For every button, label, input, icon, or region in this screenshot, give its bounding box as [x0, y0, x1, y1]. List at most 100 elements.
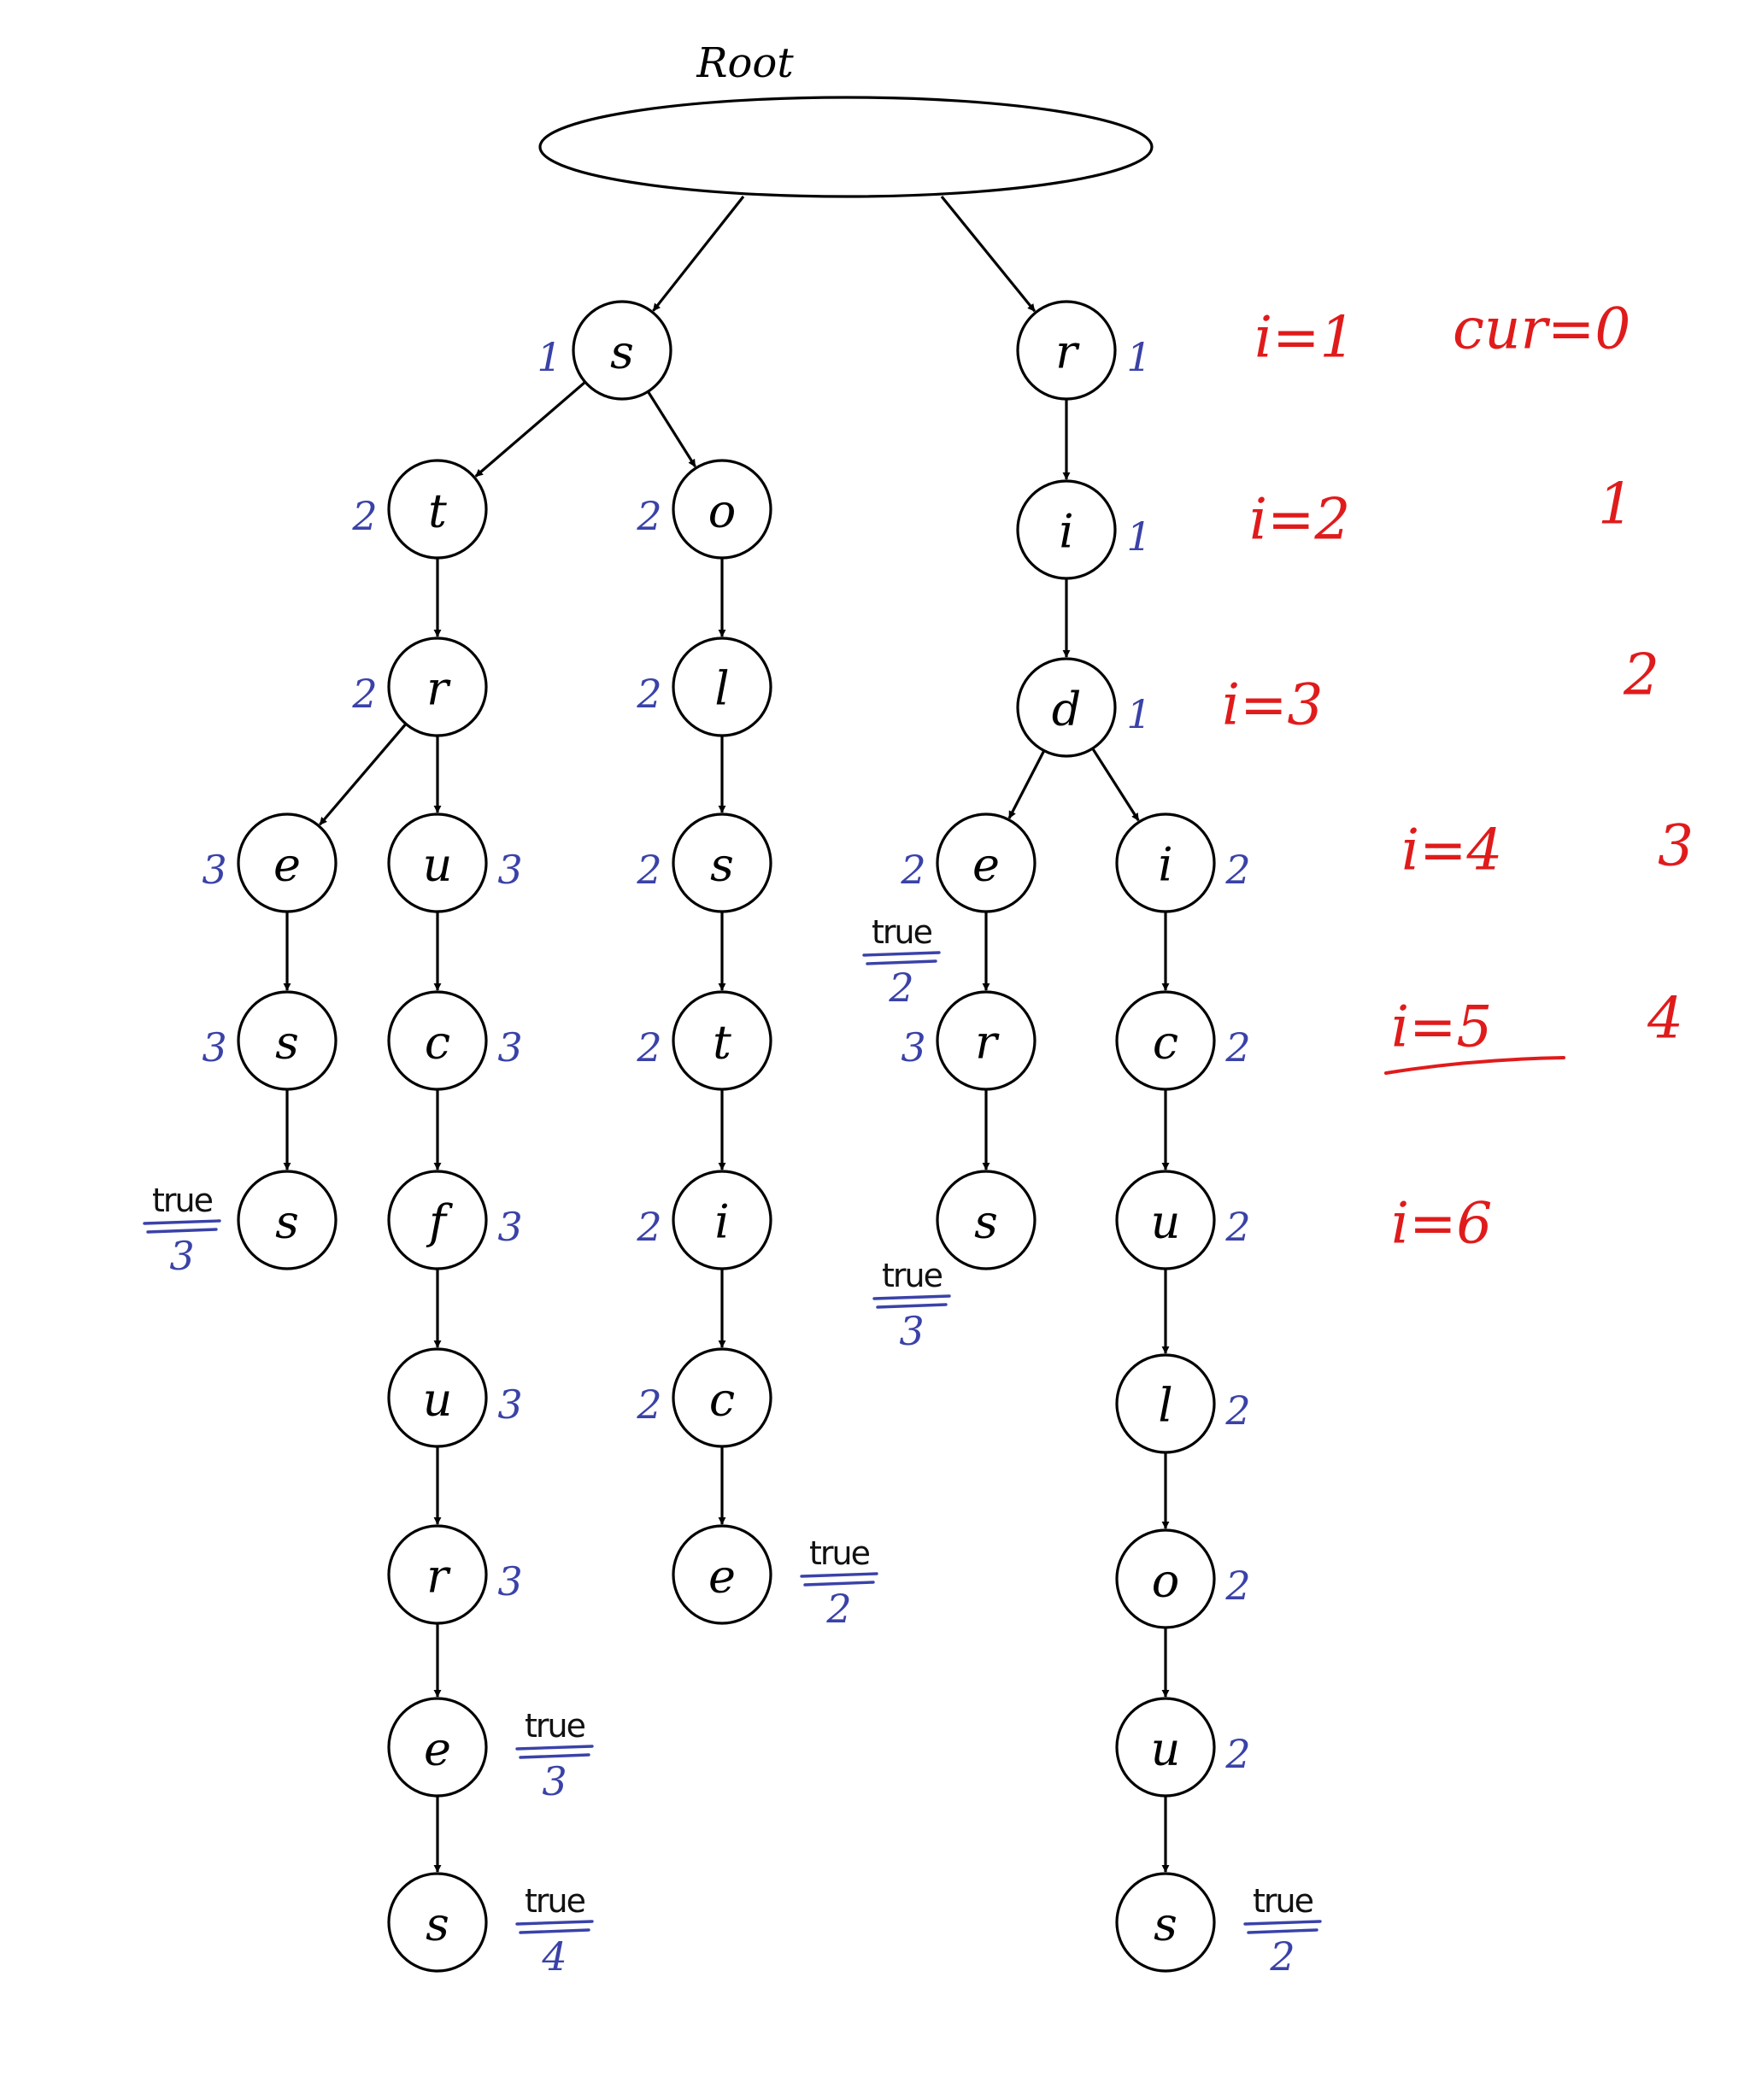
edge-root-s1	[652, 196, 745, 312]
true-underline	[515, 1920, 594, 1926]
node-count: 3	[497, 1558, 522, 1604]
node-count: 2	[636, 1024, 661, 1071]
node-circle	[936, 990, 1036, 1091]
edge-s1-o1	[646, 390, 696, 467]
node-letter: t	[428, 484, 447, 538]
true-underline	[800, 1572, 878, 1578]
true-underline	[1243, 1920, 1322, 1926]
annotation-i-5: i=5	[1391, 994, 1492, 1060]
node-count: 2	[1224, 1563, 1250, 1609]
true-underline	[876, 1303, 948, 1309]
node-circle	[1016, 657, 1117, 758]
node-letter: u	[423, 838, 453, 892]
node-circle	[237, 1170, 338, 1270]
terminal-marker: true 2	[800, 1534, 878, 1632]
node-count: 2	[1224, 1204, 1250, 1250]
node-circle	[237, 990, 338, 1091]
node-count: 2	[636, 671, 661, 717]
true-underline	[866, 959, 937, 965]
trie-node-e4: e 2 true 2	[862, 812, 1036, 1011]
node-letter: e	[972, 838, 1000, 892]
node-count: 2	[1224, 847, 1250, 893]
root-label: Root	[696, 39, 794, 87]
annotation-i-3: i=3	[1222, 672, 1323, 738]
edge-r1-e1	[319, 723, 408, 826]
true-count: 2	[825, 1586, 851, 1632]
true-label: true	[882, 1257, 943, 1294]
node-letter: e	[273, 838, 301, 892]
true-underline	[143, 1219, 221, 1225]
edge-s1-t	[474, 380, 586, 478]
node-count: 2	[351, 493, 377, 539]
true-label: true	[1253, 1882, 1313, 1920]
node-circle	[387, 990, 488, 1091]
annotation-i-5-underline	[1384, 1056, 1565, 1075]
true-count: 3	[169, 1233, 194, 1279]
node-count: 2	[636, 493, 661, 539]
true-count: 2	[1269, 1933, 1295, 1980]
true-underline	[146, 1228, 218, 1234]
node-letter: e	[708, 1550, 736, 1604]
node-letter: u	[423, 1373, 453, 1427]
trie-node-t: t2	[351, 459, 488, 560]
true-underline	[1247, 1928, 1318, 1934]
node-count: 2	[351, 671, 377, 717]
trie-node-s7: s true 2	[1115, 1872, 1322, 1980]
edges-layer	[283, 195, 1170, 1873]
node-circle	[672, 990, 772, 1091]
node-count: 2	[636, 847, 661, 893]
trie-node-e1: e3	[202, 812, 338, 913]
true-label: true	[525, 1707, 585, 1745]
node-count: 2	[900, 847, 925, 893]
true-underline	[872, 1294, 951, 1300]
node-circle	[672, 459, 772, 560]
node-circle	[1016, 300, 1117, 401]
node-count: 1	[1126, 334, 1151, 380]
node-count: 3	[202, 847, 226, 893]
node-letter: s	[275, 1195, 299, 1249]
node-circle	[1115, 990, 1216, 1091]
terminal-marker: true 2	[862, 913, 941, 1011]
node-circle	[672, 636, 772, 737]
true-count: 3	[899, 1308, 924, 1354]
terminal-marker: true 3	[872, 1257, 951, 1354]
node-letter: e	[424, 1722, 451, 1776]
trie-node-o1: o2	[636, 459, 772, 560]
annotation-cur-2: 2	[1623, 642, 1659, 708]
edge-d-i3	[1091, 748, 1140, 822]
trie-node-e3: e true 2	[672, 1524, 878, 1632]
true-underline	[519, 1928, 590, 1934]
true-underline	[803, 1581, 875, 1587]
node-letter: c	[1153, 1016, 1178, 1070]
node-letter: t	[713, 1016, 731, 1070]
node-count: 1	[1126, 513, 1151, 560]
true-label: true	[809, 1534, 870, 1572]
edge-root-r3	[940, 195, 1036, 313]
node-circle	[1016, 479, 1117, 580]
trie-node-s5: s2	[636, 812, 772, 913]
trie-node-s3: s true 3	[143, 1170, 338, 1279]
node-letter: r	[1055, 326, 1080, 379]
node-circle	[387, 459, 488, 560]
node-count: 2	[1224, 1731, 1250, 1777]
true-underline	[862, 951, 941, 957]
node-letter: d	[1052, 683, 1082, 736]
terminal-marker: true 3	[515, 1707, 594, 1804]
annotation-i-6: i=6	[1391, 1191, 1492, 1257]
annotation-i-2: i=2	[1249, 487, 1350, 553]
annotation-cur-4: 4	[1647, 986, 1683, 1052]
node-letter: s	[426, 1898, 449, 1951]
node-count: 2	[1224, 1387, 1250, 1434]
node-letter: l	[714, 662, 729, 716]
